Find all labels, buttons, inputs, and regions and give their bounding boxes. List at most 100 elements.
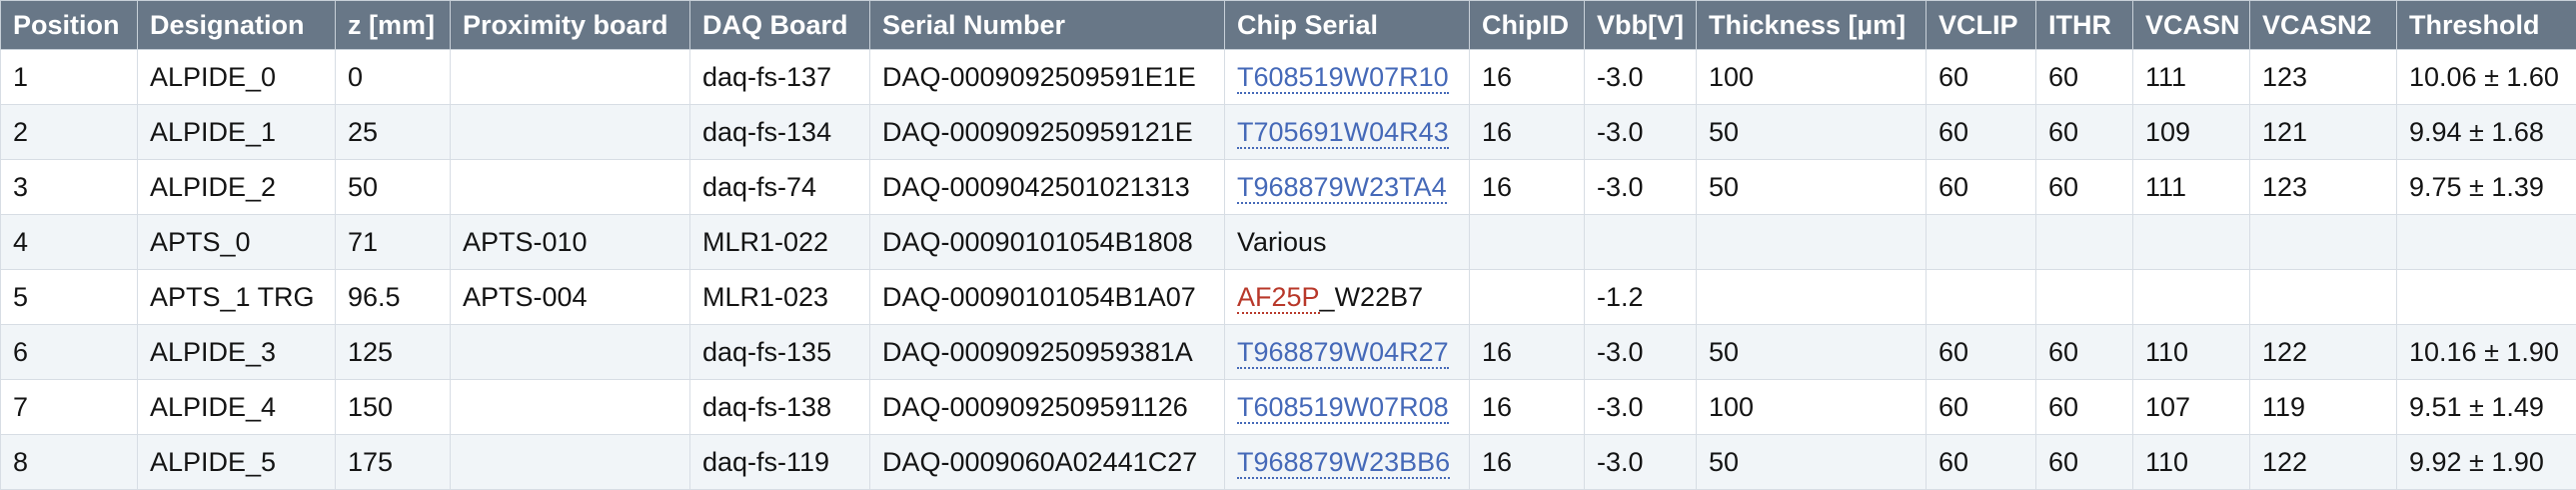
cell-chipid: 16 — [1470, 435, 1585, 490]
cell-vcasn2: 122 — [2250, 435, 2397, 490]
column-header-threshold[interactable]: Threshold — [2397, 1, 2576, 50]
cell-threshold: 10.16 ± 1.90 — [2397, 325, 2576, 380]
cell-ithr: 60 — [2036, 160, 2133, 215]
column-header-proximity-board[interactable]: Proximity board — [451, 1, 690, 50]
cell-ithr: 60 — [2036, 380, 2133, 435]
cell-chipid — [1470, 270, 1585, 325]
cell-vbb: -3.0 — [1585, 50, 1697, 105]
cell-thickness: 100 — [1697, 380, 1927, 435]
chip-serial-text: _W22B7 — [1320, 282, 1424, 312]
cell-thickness: 100 — [1697, 50, 1927, 105]
cell-position: 3 — [1, 160, 138, 215]
cell-thickness: 50 — [1697, 160, 1927, 215]
column-header-chip-serial[interactable]: Chip Serial — [1225, 1, 1470, 50]
cell-serial: DAQ-0009060A02441C27 — [870, 435, 1225, 490]
cell-z: 50 — [336, 160, 451, 215]
chip-serial-text: Various — [1237, 227, 1327, 257]
cell-position: 5 — [1, 270, 138, 325]
column-header-daq-board[interactable]: DAQ Board — [690, 1, 870, 50]
cell-chip-serial: AF25P_W22B7 — [1225, 270, 1470, 325]
cell-vbb: -3.0 — [1585, 160, 1697, 215]
cell-vcasn: 109 — [2133, 105, 2250, 160]
cell-daq: daq-fs-119 — [690, 435, 870, 490]
cell-ithr: 60 — [2036, 105, 2133, 160]
cell-designation: ALPIDE_0 — [138, 50, 336, 105]
column-header-vcasn[interactable]: VCASN — [2133, 1, 2250, 50]
cell-vcasn: 110 — [2133, 325, 2250, 380]
cell-thickness: 50 — [1697, 435, 1927, 490]
cell-threshold — [2397, 270, 2576, 325]
cell-serial: DAQ-00090101054B1808 — [870, 215, 1225, 270]
cell-position: 7 — [1, 380, 138, 435]
chip-serial-link[interactable]: T608519W07R08 — [1237, 392, 1449, 424]
cell-thickness — [1697, 270, 1927, 325]
cell-vbb: -3.0 — [1585, 380, 1697, 435]
cell-vbb — [1585, 215, 1697, 270]
cell-proximity — [451, 435, 690, 490]
cell-thickness — [1697, 215, 1927, 270]
chip-serial-link[interactable]: T705691W04R43 — [1237, 117, 1449, 149]
column-header-z[interactable]: z [mm] — [336, 1, 451, 50]
cell-vbb: -3.0 — [1585, 105, 1697, 160]
cell-serial: DAQ-000909250959381A — [870, 325, 1225, 380]
column-header-ithr[interactable]: ITHR — [2036, 1, 2133, 50]
cell-threshold: 9.75 ± 1.39 — [2397, 160, 2576, 215]
cell-vcasn: 107 — [2133, 380, 2250, 435]
cell-position: 1 — [1, 50, 138, 105]
chip-serial-link[interactable]: T968879W23BB6 — [1237, 447, 1450, 479]
cell-daq: daq-fs-138 — [690, 380, 870, 435]
chip-serial-link[interactable]: T608519W07R10 — [1237, 62, 1449, 94]
cell-vcasn2 — [2250, 215, 2397, 270]
column-header-thickness[interactable]: Thickness [µm] — [1697, 1, 1927, 50]
cell-chipid: 16 — [1470, 105, 1585, 160]
cell-vcasn2: 122 — [2250, 325, 2397, 380]
cell-chipid: 16 — [1470, 325, 1585, 380]
cell-proximity: APTS-004 — [451, 270, 690, 325]
column-header-vcasn2[interactable]: VCASN2 — [2250, 1, 2397, 50]
cell-proximity: APTS-010 — [451, 215, 690, 270]
cell-thickness: 50 — [1697, 325, 1927, 380]
cell-ithr: 60 — [2036, 325, 2133, 380]
cell-chip-serial: T608519W07R08 — [1225, 380, 1470, 435]
cell-proximity — [451, 380, 690, 435]
cell-threshold: 9.51 ± 1.49 — [2397, 380, 2576, 435]
cell-chip-serial: T968879W23TA4 — [1225, 160, 1470, 215]
cell-vbb: -3.0 — [1585, 435, 1697, 490]
cell-vcasn2: 119 — [2250, 380, 2397, 435]
cell-z: 175 — [336, 435, 451, 490]
cell-position: 4 — [1, 215, 138, 270]
chip-serial-missing-link[interactable]: AF25P — [1237, 282, 1320, 314]
cell-vcasn2: 123 — [2250, 50, 2397, 105]
cell-threshold — [2397, 215, 2576, 270]
cell-vclip: 60 — [1927, 160, 2036, 215]
column-header-chipid[interactable]: ChipID — [1470, 1, 1585, 50]
chip-serial-link[interactable]: T968879W04R27 — [1237, 337, 1449, 369]
cell-vcasn: 111 — [2133, 160, 2250, 215]
cell-vcasn2: 123 — [2250, 160, 2397, 215]
cell-vcasn2: 121 — [2250, 105, 2397, 160]
chip-serial-link[interactable]: T968879W23TA4 — [1237, 172, 1447, 204]
cell-vcasn: 111 — [2133, 50, 2250, 105]
cell-vclip — [1927, 270, 2036, 325]
cell-ithr: 60 — [2036, 50, 2133, 105]
cell-designation: APTS_1 TRG — [138, 270, 336, 325]
cell-thickness: 50 — [1697, 105, 1927, 160]
column-header-vclip[interactable]: VCLIP — [1927, 1, 2036, 50]
cell-vclip: 60 — [1927, 380, 2036, 435]
column-header-position[interactable]: Position — [1, 1, 138, 50]
cell-vclip — [1927, 215, 2036, 270]
cell-daq: daq-fs-135 — [690, 325, 870, 380]
column-header-designation[interactable]: Designation — [138, 1, 336, 50]
column-header-serial-number[interactable]: Serial Number — [870, 1, 1225, 50]
cell-serial: DAQ-0009042501021313 — [870, 160, 1225, 215]
cell-designation: ALPIDE_1 — [138, 105, 336, 160]
column-header-vbb[interactable]: Vbb[V] — [1585, 1, 1697, 50]
